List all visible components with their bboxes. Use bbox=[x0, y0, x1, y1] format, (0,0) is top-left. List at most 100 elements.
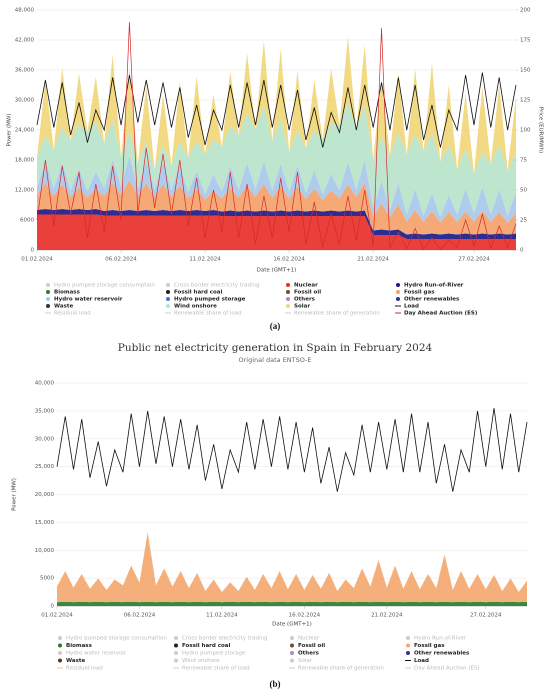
x-axis-title: Date (GMT+1) bbox=[272, 622, 312, 628]
y2-tick-label: 100 bbox=[520, 128, 531, 134]
legend-entry[interactable]: Renewable share of generation bbox=[294, 311, 380, 317]
legend-entry[interactable]: Wind onshore bbox=[182, 658, 220, 664]
legend-entry[interactable]: Solar bbox=[294, 304, 310, 310]
legend-entry[interactable]: Load bbox=[404, 304, 419, 310]
legend-entry[interactable]: Wind onshore bbox=[174, 304, 217, 310]
legend-symbol bbox=[174, 658, 178, 663]
y-tick-label: 10,000 bbox=[35, 548, 55, 554]
legend-entry[interactable]: Hydro Run-of-River bbox=[414, 636, 467, 642]
legend-entry[interactable]: Hydro water reservoir bbox=[66, 651, 127, 657]
y-tick-label: 30,000 bbox=[15, 98, 35, 104]
legend-entry[interactable]: Renewable share of generation bbox=[298, 666, 384, 672]
x-tick-label: 11.02.2024 bbox=[206, 613, 238, 619]
y2-tick-label: 0 bbox=[520, 248, 524, 254]
legend-entry[interactable]: Residual load bbox=[54, 311, 91, 317]
y-tick-label: 35,000 bbox=[35, 408, 55, 414]
legend-entry[interactable]: Day Ahead Auction (ES) bbox=[414, 666, 480, 672]
y2-tick-label: 25 bbox=[520, 218, 527, 224]
legend-entry[interactable]: Fossil hard coal bbox=[174, 290, 222, 296]
legend-entry[interactable]: Nuclear bbox=[294, 283, 318, 289]
x-tick-label: 16.02.2024 bbox=[273, 257, 305, 263]
legend-entry[interactable]: Load bbox=[414, 658, 429, 664]
chart-title: Public net electricity generation in Spa… bbox=[118, 342, 433, 354]
x-tick-label: 01.02.2024 bbox=[41, 613, 73, 619]
legend-entry[interactable]: Fossil gas bbox=[404, 290, 435, 296]
legend-entry[interactable]: Fossil oil bbox=[294, 290, 321, 296]
y2-tick-label: 75 bbox=[520, 158, 527, 164]
x-tick-label: 01.02.2024 bbox=[21, 257, 53, 263]
chart-subtitle: Original data ENTSO-E bbox=[238, 356, 311, 364]
y-tick-label: 15,000 bbox=[35, 520, 55, 526]
legend-symbol bbox=[166, 304, 170, 308]
legend-symbol bbox=[46, 304, 50, 308]
legend-entry[interactable]: Fossil gas bbox=[414, 643, 445, 649]
legend-symbol bbox=[46, 283, 50, 287]
legend-symbol bbox=[290, 658, 294, 663]
legend-symbol bbox=[286, 304, 290, 308]
legend-entry[interactable]: Waste bbox=[66, 658, 85, 664]
legend-entry[interactable]: Nuclear bbox=[298, 636, 320, 642]
legend-symbol bbox=[406, 636, 410, 640]
legend-entry[interactable]: Biomass bbox=[66, 643, 93, 649]
legend-symbol bbox=[166, 290, 170, 294]
legend-entry[interactable]: Fossil oil bbox=[298, 643, 325, 649]
legend-entry[interactable]: Biomass bbox=[54, 290, 81, 296]
line bbox=[36, 21, 517, 251]
y-axis-title: Power (MW) bbox=[7, 114, 13, 147]
y-tick-label: 24,000 bbox=[15, 128, 35, 134]
legend-entry[interactable]: Hydro pumped storage consumption bbox=[54, 283, 155, 289]
legend-entry[interactable]: Hydro pumped storage bbox=[174, 297, 246, 303]
legend-symbol bbox=[166, 283, 170, 287]
legend-entry[interactable]: Solar bbox=[298, 658, 313, 664]
area bbox=[57, 532, 527, 603]
x-axis-title: Date (GMT+1) bbox=[257, 268, 297, 274]
y2-tick-label: 50 bbox=[520, 188, 527, 194]
y2-tick-label: 125 bbox=[520, 98, 531, 104]
y-tick-label: 42,000 bbox=[15, 38, 35, 44]
x-tick-label: 16.02.2024 bbox=[289, 613, 321, 619]
legend-symbol bbox=[58, 658, 62, 663]
legend-entry[interactable]: Hydro pumped storage consumption bbox=[66, 636, 167, 642]
legend-symbol bbox=[396, 290, 400, 294]
legend-entry[interactable]: Hydro water reservoir bbox=[54, 297, 123, 303]
x-tick-label: 27.02.2024 bbox=[458, 257, 490, 263]
legend-entry[interactable]: Hydro Run-of-River bbox=[404, 283, 464, 289]
y-tick-label: 48,000 bbox=[15, 8, 35, 14]
legend-entry[interactable]: Renewable share of load bbox=[174, 311, 242, 317]
legend-symbol bbox=[286, 283, 290, 287]
legend-entry[interactable]: Residual load bbox=[66, 666, 103, 672]
legend-entry[interactable]: Other renewables bbox=[414, 651, 470, 657]
legend-entry[interactable]: Others bbox=[298, 651, 320, 657]
x-tick-label: 06.02.2024 bbox=[124, 613, 156, 619]
area bbox=[57, 601, 527, 606]
area bbox=[37, 156, 516, 223]
legend-symbol bbox=[174, 636, 178, 640]
legend-symbol bbox=[290, 643, 294, 648]
y-tick-label: 36,000 bbox=[15, 68, 35, 74]
legend-symbol bbox=[290, 651, 294, 655]
legend-symbol bbox=[174, 651, 178, 655]
legend-entry[interactable]: Cross border electricity trading bbox=[182, 636, 268, 642]
y-tick-label: 25,000 bbox=[35, 464, 55, 470]
legend-entry[interactable]: Others bbox=[294, 297, 316, 303]
legend-entry[interactable]: Hydro pumped storage bbox=[182, 651, 246, 657]
y-tick-label: 40,000 bbox=[35, 381, 55, 387]
area bbox=[37, 209, 516, 239]
line bbox=[36, 72, 517, 148]
legend-symbol bbox=[406, 643, 410, 648]
x-tick-label: 21.02.2024 bbox=[357, 257, 389, 263]
y2-tick-label: 150 bbox=[520, 68, 531, 74]
legend-entry[interactable]: Other renewables bbox=[404, 297, 460, 303]
legend-entry[interactable]: Waste bbox=[54, 304, 73, 310]
x-tick-label: 06.02.2024 bbox=[105, 257, 137, 263]
legend-symbol bbox=[286, 297, 290, 301]
legend-entry[interactable]: Renewable share of load bbox=[182, 666, 250, 672]
panel-label: (a) bbox=[270, 321, 281, 331]
x-tick-label: 11.02.2024 bbox=[189, 257, 221, 263]
legend-entry[interactable]: Day Ahead Auction (ES) bbox=[404, 311, 478, 317]
area bbox=[37, 214, 516, 250]
legend-entry[interactable]: Fossil hard coal bbox=[182, 643, 230, 649]
y-tick-label: 6000 bbox=[20, 218, 34, 224]
legend-entry[interactable]: Cross border electricity trading bbox=[174, 283, 260, 289]
